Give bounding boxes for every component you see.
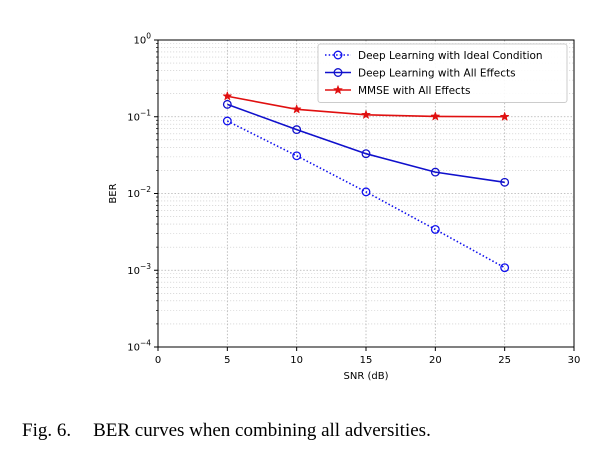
legend-label: MMSE with All Effects <box>358 85 470 97</box>
data-point <box>291 103 302 114</box>
series-1 <box>222 99 510 187</box>
ber-chart: 0 5 10 15 20 25 30 100 10−1 10−2 10−3 10−4 SNR (dB) B… <box>108 32 581 383</box>
data-point <box>292 151 302 161</box>
data-point <box>222 116 232 126</box>
legend: Deep Learning with Ideal Condition Deep L… <box>317 43 568 103</box>
x-tick-label: 15 <box>360 355 373 366</box>
x-tick-label: 30 <box>568 355 581 366</box>
figure-caption: Fig. 6. BER curves when combining all adv… <box>22 420 602 442</box>
series-line <box>227 103 505 184</box>
data-point <box>222 99 232 109</box>
y-tick-label: 10−4 <box>127 339 151 354</box>
y-tick-label: 100 <box>133 32 151 47</box>
y-tick-label: 10−2 <box>127 185 151 200</box>
data-point <box>361 187 371 197</box>
series-line <box>226 120 506 269</box>
x-tick-label: 10 <box>290 355 303 366</box>
legend-label: Deep Learning with All Effects <box>358 67 516 79</box>
data-point <box>430 167 440 177</box>
y-tick-label: 10−3 <box>127 262 151 277</box>
caption-text: BER curves when combining all adversitie… <box>93 420 431 441</box>
data-point <box>500 177 510 187</box>
y-tick-label: 10−1 <box>127 108 151 123</box>
data-point <box>500 263 510 273</box>
caption-number: Fig. 6. <box>22 420 72 441</box>
series-0 <box>222 116 510 273</box>
legend-marker <box>332 84 344 95</box>
legend-marker <box>333 50 343 60</box>
y-axis-label: BER <box>108 183 119 203</box>
data-point <box>361 149 371 159</box>
x-tick-label: 25 <box>498 355 511 366</box>
legend-box <box>317 43 568 103</box>
data-point <box>360 109 372 120</box>
data-point <box>430 225 440 234</box>
data-point <box>292 125 302 135</box>
data-point <box>222 90 233 101</box>
x-tick-label: 0 <box>155 355 161 366</box>
x-axis-label: SNR (dB) <box>344 371 389 382</box>
data-point <box>430 111 441 121</box>
data-point <box>499 111 510 122</box>
legend-label: Deep Learning with Ideal Condition <box>358 50 543 62</box>
series-2 <box>222 90 510 122</box>
legend-marker <box>333 68 343 77</box>
x-tick-label: 20 <box>429 355 442 366</box>
x-tick-label: 5 <box>224 355 230 366</box>
